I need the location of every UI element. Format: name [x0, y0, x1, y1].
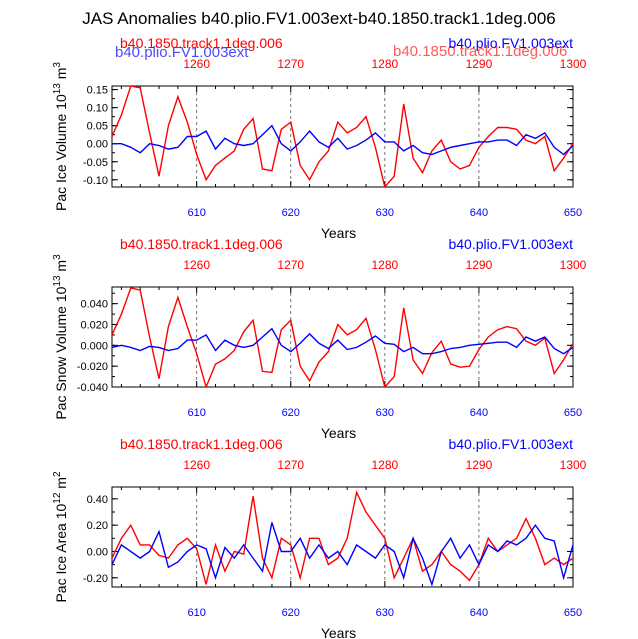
y-tick-label: 0.020 [80, 320, 108, 332]
series-label-red: b40.1850.track1.1deg.006 [120, 436, 283, 452]
x-top-tick-label: 1260 [183, 458, 210, 472]
y-tick-label: -0.10 [83, 175, 108, 187]
series-line-red [112, 490, 573, 585]
series-label-blue: b40.plio.FV1.003ext [448, 236, 573, 252]
x-top-tick-label: 1290 [466, 57, 493, 71]
y-axis-label: Pac Ice Area 1012 m2 [52, 471, 69, 603]
series-line-red [112, 287, 573, 387]
x-top-tick-label: 1280 [371, 57, 398, 71]
y-axis-label: Pac Snow Volume 1013 m3 [52, 254, 69, 420]
series-label-red: b40.1850.track1.1deg.006 [120, 236, 283, 252]
x-axis-label: Years [321, 625, 356, 639]
y-tick-label: 0.00 [87, 546, 108, 558]
x-tick-label: 610 [187, 407, 205, 419]
series-line-red [112, 86, 573, 187]
x-tick-label: 610 [187, 207, 205, 219]
x-tick-label: 640 [470, 407, 488, 419]
y-tick-label: 0.20 [87, 520, 108, 532]
x-top-tick-label: 1260 [183, 258, 210, 272]
panel-3: -0.20 0.00 0.20 0.40 610 1260 620 1270 630 1280 64… [52, 436, 587, 639]
x-top-tick-label: 1270 [277, 258, 304, 272]
y-tick-label: 0.040 [80, 299, 108, 311]
plot-frame [111, 85, 574, 188]
x-top-tick-label: 1270 [277, 458, 304, 472]
y-tick-label: -0.020 [77, 361, 108, 373]
x-top-tick-label: 1300 [560, 258, 587, 272]
y-tick-label: 0.00 [87, 139, 108, 151]
x-tick-label: 650 [564, 407, 582, 419]
x-tick-label: 630 [376, 207, 394, 219]
x-tick-label: 620 [282, 407, 300, 419]
y-tick-label: -0.05 [83, 157, 108, 169]
y-tick-label: -0.20 [83, 573, 108, 585]
x-tick-label: 630 [376, 607, 394, 619]
series-line-blue [112, 522, 573, 587]
x-tick-label: 610 [187, 607, 205, 619]
x-top-tick-label: 1300 [560, 57, 587, 71]
y-tick-label: 0.15 [87, 85, 108, 97]
overlap-label-blue: b40.plio.FV1.003ext [115, 44, 249, 61]
y-tick-label: -0.040 [77, 382, 108, 394]
x-top-tick-label: 1300 [560, 458, 587, 472]
x-tick-label: 650 [564, 207, 582, 219]
overlap-label-red: b40.1850.track1.1deg.006 [393, 43, 567, 60]
panel-1: -0.10 -0.05 0.00 0.05 0.10 0.15 610 1260 620 1270… [52, 35, 587, 241]
y-tick-label: 0.40 [87, 494, 108, 506]
x-axis-label: Years [321, 225, 356, 241]
y-tick-label: 0.10 [87, 103, 108, 115]
y-tick-label: 0.05 [87, 121, 108, 133]
x-top-tick-label: 1270 [277, 57, 304, 71]
panels: -0.10 -0.05 0.00 0.05 0.10 0.15 610 1260 620 1270… [52, 35, 587, 639]
x-tick-label: 640 [470, 607, 488, 619]
x-axis-label: Years [321, 425, 356, 441]
x-top-tick-label: 1290 [466, 458, 493, 472]
figure-title: JAS Anomalies b40.plio.FV1.003ext-b40.18… [82, 9, 556, 28]
x-tick-label: 620 [282, 207, 300, 219]
x-tick-label: 640 [470, 207, 488, 219]
x-tick-label: 630 [376, 407, 394, 419]
series-line-blue [112, 327, 573, 355]
series-label-blue: b40.plio.FV1.003ext [448, 35, 573, 51]
x-top-tick-label: 1260 [183, 57, 210, 71]
series-line-blue [112, 124, 573, 156]
series-label-blue: b40.plio.FV1.003ext [448, 436, 573, 452]
y-axis-label: Pac Ice Volume 1013 m3 [52, 62, 69, 211]
plot-frame [111, 486, 574, 588]
x-top-tick-label: 1290 [466, 258, 493, 272]
plot-frame [111, 286, 574, 388]
x-tick-label: 620 [282, 607, 300, 619]
x-tick-label: 650 [564, 607, 582, 619]
panel-2: -0.040 -0.020 0.000 0.020 0.040 610 1260 620 127… [52, 236, 587, 441]
y-tick-label: 0.000 [80, 340, 108, 352]
x-top-tick-label: 1280 [371, 458, 398, 472]
x-top-tick-label: 1280 [371, 258, 398, 272]
series-label-red: b40.1850.track1.1deg.006 [120, 35, 283, 51]
